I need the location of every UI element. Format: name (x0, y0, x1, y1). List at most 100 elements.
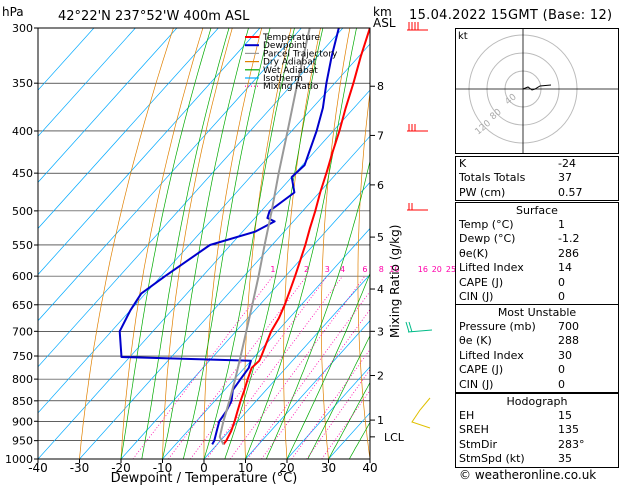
asl-label: ASL (373, 16, 396, 30)
km-label: km (373, 5, 392, 19)
series-temperature (222, 28, 370, 446)
surface-panel: Surface Temp (°C) 1 Dewp (°C) -1.2 θe(K) 28… (455, 202, 619, 306)
km-tick-label: 5 (377, 231, 384, 244)
surface-title: Surface (516, 204, 558, 217)
mixing-ratio-line (206, 275, 343, 459)
dry-adiabat (162, 28, 233, 459)
pressure-tick-label: 800 (12, 373, 33, 386)
km-tick-label: 8 (377, 80, 384, 93)
x-tick-label: -10 (153, 461, 173, 475)
km-tick-label: 7 (377, 129, 384, 142)
dry-adiabat (428, 28, 453, 459)
x-tick-label: -30 (70, 461, 90, 475)
mixing-ratio-line (306, 368, 370, 459)
wet-adiabat (141, 28, 230, 459)
wind-barb-900 (411, 397, 431, 429)
km-tick-label: 3 (377, 325, 384, 338)
wet-adiabat (182, 28, 271, 459)
x-tick-label: -20 (111, 461, 131, 475)
isotherm--110 (38, 28, 136, 137)
pressure-tick-label: 750 (12, 350, 33, 363)
mixing-ratio-label: 20 (432, 265, 442, 274)
wind-barb-500 (407, 203, 428, 211)
mixing-ratio-label: 2 (304, 265, 309, 274)
indices-panel: K -24 Totals Totals 37 PW (cm) 0.57 (455, 156, 619, 202)
pressure-tick-label: 400 (12, 125, 33, 138)
mixing-ratio-label: 16 (418, 265, 428, 274)
svg-text:80: 80 (489, 107, 504, 122)
wet-adiabat (120, 28, 212, 459)
mixing-ratio-line (168, 275, 307, 459)
mixing-ratio-line (247, 290, 370, 459)
isotherm--100 (38, 28, 178, 183)
x-tick-label: -40 (28, 461, 48, 475)
isotherm--60 (38, 28, 344, 368)
hodograph-trace (522, 84, 552, 91)
isotherm-20 (286, 366, 370, 459)
pressure-tick-label: 700 (12, 325, 33, 338)
km-tick-label: 1 (377, 414, 384, 427)
legend-label: Dewpoint (263, 41, 306, 51)
hpa-label: hPa (2, 5, 24, 19)
location-title: 42°22'N 237°52'W 400m ASL (58, 9, 250, 24)
plot-frame (37, 27, 371, 460)
isotherm--50 (38, 43, 370, 414)
x-tick-label: 10 (238, 461, 253, 475)
km-tick-label: 4 (377, 283, 384, 296)
date-header: 15.04.2022 15GMT (Base: 12) (409, 8, 613, 23)
pressure-tick-label: 550 (12, 239, 33, 252)
isotherm--90 (38, 28, 219, 229)
hodograph-stats-panel: Hodograph EH 15 SREH 135 StmDir 283° StmSpd… (455, 393, 619, 468)
wind-barb-400 (407, 124, 428, 132)
isotherm-0 (203, 274, 370, 459)
copyright: © weatheronline.co.uk (459, 468, 597, 482)
legend-label: Temperature (262, 33, 320, 43)
legend-label: Wet Adiabat (263, 66, 318, 76)
pressure-tick-label: 500 (12, 205, 33, 218)
skewt-grid (38, 28, 453, 459)
x-tick-label: 20 (279, 461, 294, 475)
skewt-series (118, 28, 370, 446)
isotherm--40 (38, 89, 370, 459)
wet-adiabat (162, 28, 249, 459)
mixing-ratio-label: 10 (389, 265, 399, 274)
pressure-tick-label: 950 (12, 435, 33, 448)
mixing-ratio-line (321, 389, 370, 459)
legend-label: Dry Adiabat (263, 58, 317, 68)
dry-adiabat (79, 28, 174, 459)
pressure-tick-label: 600 (12, 270, 33, 283)
mixing-ratio-label: 6 (362, 265, 367, 274)
mixing-ratio-labels: 1 2 3 4 6 8 10 16 20 25 (270, 265, 456, 274)
legend-label: Parcel Trajectory (263, 49, 338, 59)
km-tick-label: 6 (377, 179, 384, 192)
dry-adiabat (357, 89, 370, 459)
dry-adiabat (203, 28, 263, 459)
hodograph-kt-label: kt (458, 31, 468, 42)
pressure-tick-label: 850 (12, 395, 33, 408)
most-unstable-title: Most Unstable (497, 306, 577, 319)
series-parcel-trajectory (218, 28, 311, 445)
hodograph-ring-labels: 40 80 120 (474, 92, 519, 137)
mixing-ratio-label: 25 (446, 265, 456, 274)
pressure-tick-label: 300 (12, 22, 33, 35)
isotherm--80 (38, 28, 261, 276)
mixing-ratio-axis-label: Mixing Ratio (g/kg) (388, 225, 402, 338)
wet-adiabat (286, 272, 370, 459)
legend-label: Mixing Ratio (263, 82, 319, 92)
wet-adiabat (265, 159, 370, 459)
wind-barb-700 (405, 321, 433, 333)
hodograph-panel: 40 80 120 kt (455, 28, 619, 154)
lcl-label: LCL (384, 431, 405, 444)
hodograph-title: Hodograph (506, 395, 568, 408)
pressure-tick-label: 1000 (5, 453, 33, 466)
svg-text:120: 120 (474, 118, 494, 137)
legend-label: Isotherm (263, 74, 303, 84)
isotherm--30 (79, 135, 370, 459)
wet-adiabat (224, 28, 324, 459)
x-tick-label: 0 (200, 461, 208, 475)
wet-adiabat (307, 334, 370, 459)
dry-adiabat (244, 28, 292, 459)
most-unstable-panel: Most Unstable Pressure (mb) 700 θe (K) 288… (455, 304, 619, 393)
